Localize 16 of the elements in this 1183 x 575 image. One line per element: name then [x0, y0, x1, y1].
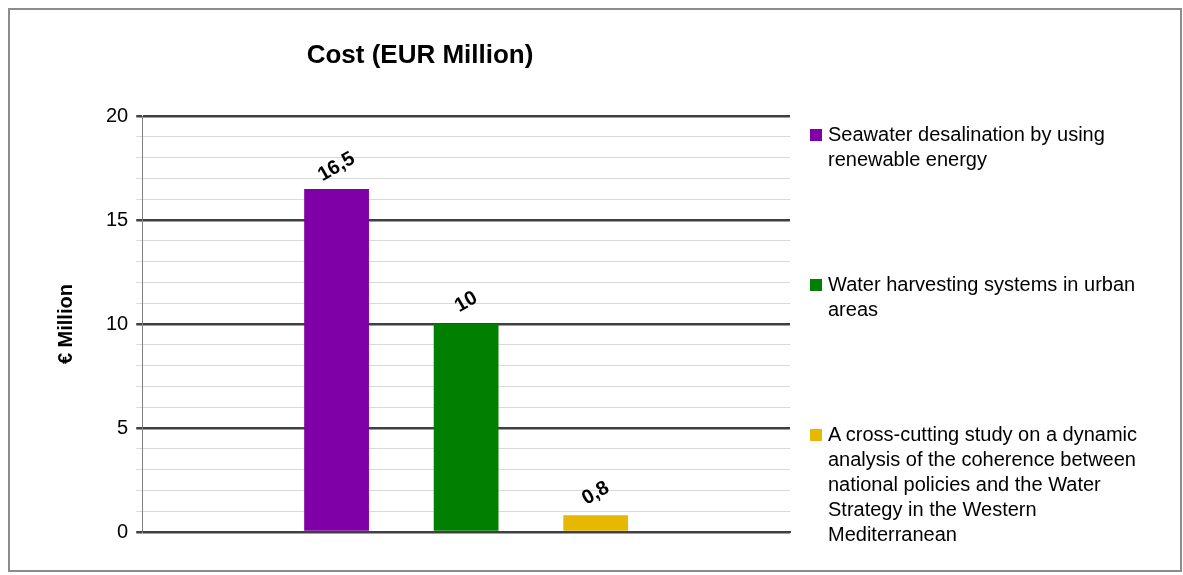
chart-title: Cost (EUR Million) [306, 38, 534, 69]
y-tick-label: 20 [106, 103, 129, 126]
bar [433, 324, 499, 531]
legend-label: Water harvesting systems in urban areas [828, 272, 1137, 322]
y-tick-label: 5 [117, 415, 129, 438]
y-tick-label: 10 [106, 311, 129, 334]
legend-label: Seawater desalination by using renewable energy [828, 122, 1106, 172]
data-label: 0,8 [577, 475, 613, 509]
y-tick-label: 15 [106, 207, 129, 230]
y-axis-title: € Million [53, 284, 76, 365]
bar [563, 515, 629, 531]
data-label: 16,5 [313, 146, 359, 185]
bar [304, 188, 369, 531]
legend-label: A cross-cutting study on a dynamic analysis of the coherence between national policies and the Water Strategy in the Western Mediterranean [828, 422, 1139, 547]
y-tick-label: 0 [117, 519, 129, 542]
data-label: 10 [450, 285, 481, 316]
